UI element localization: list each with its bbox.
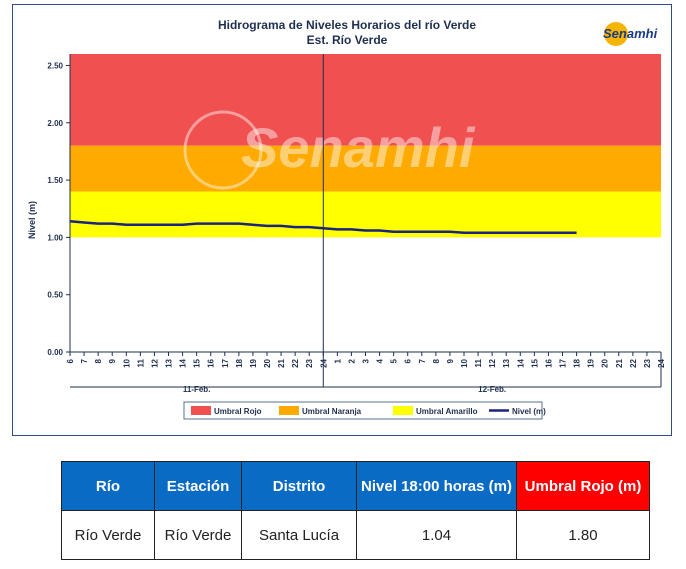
cell-estacion: Río Verde bbox=[154, 510, 242, 560]
senamhi-logo: Senamhi bbox=[603, 22, 658, 46]
legend: Umbral Rojo Umbral Naranja Umbral Amarillo… bbox=[183, 401, 546, 420]
legend-label-1: Umbral Naranja bbox=[302, 407, 362, 416]
header-distrito: Distrito bbox=[241, 461, 357, 511]
x-tick-label-17: 23 bbox=[305, 358, 314, 367]
x-tick-label-30: 12 bbox=[488, 358, 497, 367]
header-umbral-rojo: Umbral Rojo (m) bbox=[516, 461, 650, 511]
legend-swatch-1 bbox=[279, 406, 299, 415]
cell-nivel: 1.04 bbox=[356, 510, 517, 560]
x-tick-label-13: 19 bbox=[249, 358, 258, 367]
x-tick-label-9: 15 bbox=[193, 358, 202, 367]
chart-subtitle: Est. Río Verde bbox=[307, 33, 388, 47]
watermark-sun-icon bbox=[183, 110, 263, 190]
band-0 bbox=[70, 54, 661, 146]
x-tick-label-40: 22 bbox=[629, 358, 638, 367]
day-labels: 11-Feb. 12-Feb. bbox=[183, 385, 506, 394]
legend-swatch-0 bbox=[191, 406, 211, 415]
x-tick-label-6: 12 bbox=[150, 358, 159, 367]
day-label-1: 12-Feb. bbox=[478, 385, 506, 394]
x-tick-label-20: 2 bbox=[347, 358, 356, 363]
y-tick-label-5: 2.50 bbox=[47, 61, 63, 70]
x-tick-label-37: 19 bbox=[587, 358, 596, 367]
legend-label-3: Nivel (m) bbox=[512, 407, 546, 416]
x-tick-label-18: 24 bbox=[319, 358, 328, 367]
legend-label-0: Umbral Rojo bbox=[214, 407, 262, 416]
chart-svg: Hidrograma de Niveles Horarios del río V… bbox=[27, 18, 666, 420]
hydrograph-chart: Hidrograma de Niveles Horarios del río V… bbox=[12, 4, 672, 436]
x-tick-label-32: 14 bbox=[516, 358, 525, 367]
x-tick-label-26: 8 bbox=[432, 358, 441, 363]
legend-label-2: Umbral Amarillo bbox=[416, 407, 478, 416]
y-tick-label-4: 2.00 bbox=[47, 119, 63, 128]
x-tick-label-39: 21 bbox=[615, 358, 624, 367]
cell-rio: Río Verde bbox=[61, 510, 155, 560]
series-line-nivel bbox=[69, 220, 577, 235]
watermark: Senamhi bbox=[183, 110, 476, 190]
x-tick-label-21: 3 bbox=[362, 358, 371, 363]
data-table: Río Estación Distrito Nivel 18:00 horas … bbox=[61, 461, 650, 560]
sun-icon bbox=[604, 22, 628, 46]
x-tick-label-2: 8 bbox=[94, 358, 103, 363]
logo-text: Senamhi bbox=[603, 26, 658, 41]
x-tick-label-19: 1 bbox=[333, 358, 342, 363]
x-tick-label-36: 18 bbox=[573, 358, 582, 367]
day-label-0: 11-Feb. bbox=[183, 385, 211, 394]
x-tick-label-41: 23 bbox=[643, 358, 652, 367]
x-tick-label-16: 22 bbox=[291, 358, 300, 367]
x-tick-label-7: 13 bbox=[165, 358, 174, 367]
legend-box bbox=[183, 401, 543, 420]
chart-title: Hidrograma de Niveles Horarios del río V… bbox=[218, 18, 476, 32]
table-row: Río Verde Río Verde Santa Lucía 1.04 1.8… bbox=[61, 510, 650, 560]
x-tick-label-8: 14 bbox=[179, 358, 188, 367]
header-nivel: Nivel 18:00 horas (m) bbox=[356, 461, 517, 511]
y-tick-label-3: 1.50 bbox=[47, 176, 63, 185]
x-tick-label-10: 16 bbox=[207, 358, 216, 367]
y-tick-label-0: 0.00 bbox=[47, 348, 63, 357]
x-tick-labels: 6 7 8 9 10 11 12 13 14 15 16 17 18 19 20 21 22 23 24 1 2 3 4 5 6… bbox=[66, 352, 666, 368]
x-tick-label-23: 5 bbox=[390, 358, 399, 363]
x-tick-label-3: 9 bbox=[108, 358, 117, 363]
x-tick-label-15: 21 bbox=[277, 358, 286, 367]
x-tick-label-5: 11 bbox=[136, 358, 145, 367]
x-tick-label-35: 17 bbox=[559, 358, 568, 367]
x-tick-label-0: 6 bbox=[66, 358, 75, 363]
x-tick-label-14: 20 bbox=[263, 358, 272, 367]
x-tick-label-27: 9 bbox=[446, 358, 455, 363]
cell-distrito: Santa Lucía bbox=[241, 510, 357, 560]
header-estacion: Estación bbox=[154, 461, 242, 511]
band-1 bbox=[70, 145, 661, 192]
x-tick-label-31: 13 bbox=[502, 358, 511, 367]
cell-umbral-rojo: 1.80 bbox=[516, 510, 650, 560]
header-rio: Río bbox=[61, 461, 155, 511]
x-tick-label-42: 24 bbox=[657, 358, 666, 367]
x-tick-label-11: 17 bbox=[221, 358, 230, 367]
x-tick-label-4: 10 bbox=[122, 358, 131, 367]
x-tick-label-29: 11 bbox=[474, 358, 483, 367]
x-tick-label-22: 4 bbox=[376, 358, 385, 363]
table-header-row: Río Estación Distrito Nivel 18:00 horas … bbox=[61, 461, 650, 511]
y-tick-labels: 0.00 0.50 1.00 1.50 2.00 2.50 bbox=[47, 61, 70, 357]
x-tick-label-28: 10 bbox=[460, 358, 469, 367]
x-tick-label-12: 18 bbox=[235, 358, 244, 367]
y-tick-label-1: 0.50 bbox=[47, 291, 63, 300]
y-tick-label-2: 1.00 bbox=[47, 233, 63, 242]
y-axis-label: Nivel (m) bbox=[27, 201, 37, 239]
x-tick-label-33: 15 bbox=[530, 358, 539, 367]
x-tick-label-24: 6 bbox=[404, 358, 413, 363]
x-tick-label-1: 7 bbox=[80, 358, 89, 363]
legend-swatch-2 bbox=[393, 406, 413, 415]
watermark-text: Senamhi bbox=[241, 116, 476, 179]
x-tick-label-25: 7 bbox=[418, 358, 427, 363]
threshold-bands bbox=[70, 54, 661, 238]
x-tick-label-38: 20 bbox=[601, 358, 610, 367]
x-tick-label-34: 16 bbox=[544, 358, 553, 367]
